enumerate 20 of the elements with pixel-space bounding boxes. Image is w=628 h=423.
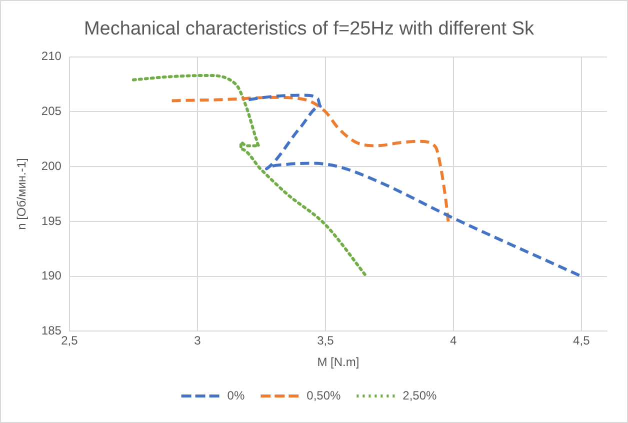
x-tick-label: 3,5 [317,334,334,348]
y-tick-label: 185 [41,324,62,338]
legend-label: 0,50% [306,388,341,402]
x-tick-label: 4 [450,334,458,348]
line-series [170,96,450,223]
y-tick-label: 205 [41,104,62,118]
legend-label: 2,50% [402,388,438,402]
x-tick-label: 3 [194,334,202,348]
legend-label: 0% [227,388,245,402]
y-tick-label: 190 [41,268,62,283]
y-tick-label: 195 [41,214,62,228]
x-tick-label: 4,5 [573,334,590,348]
line-series [132,74,368,278]
line-series [247,94,583,278]
x-tick-label: 2,5 [61,334,78,348]
x-axis-title: M [N.m] [317,355,360,370]
y-tick-label: 210 [41,49,62,64]
chart-title: Mechanical characteristics of f=25Hz with different Sk [84,18,535,40]
y-tick-label: 200 [41,158,62,173]
y-axis-title: n [Об/мин.-1] [14,158,29,230]
